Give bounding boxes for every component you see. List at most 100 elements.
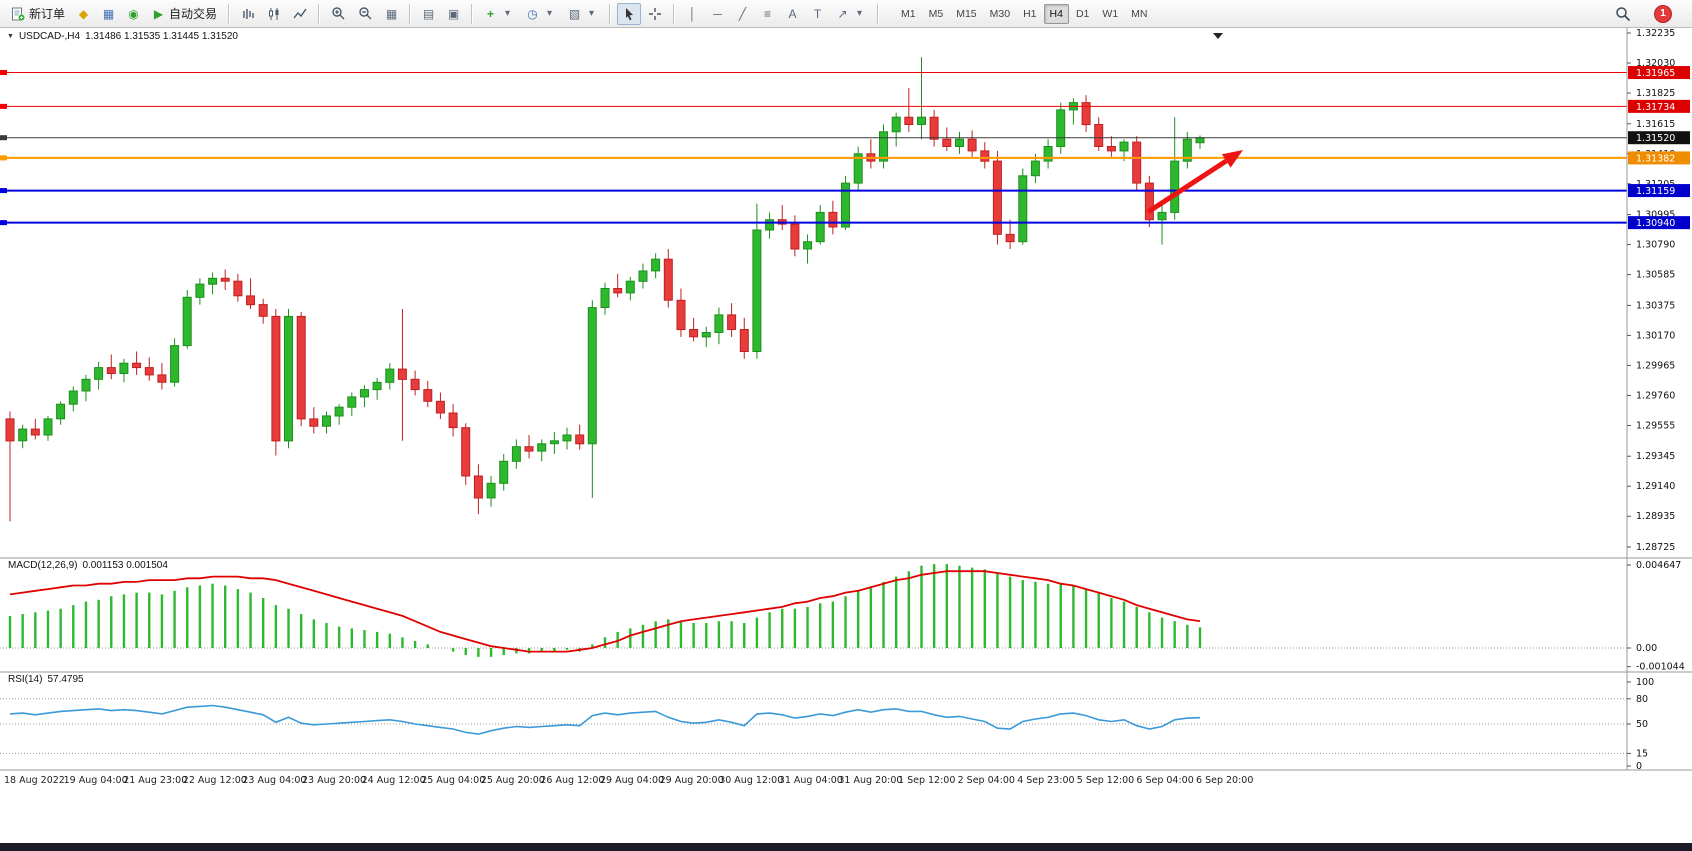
- notification-badge[interactable]: 1: [1654, 4, 1672, 23]
- timeframe-button-d1[interactable]: D1: [1075, 7, 1090, 20]
- timeframe-button-m1[interactable]: M1: [901, 7, 916, 20]
- timeframe-button-h1[interactable]: H1: [1023, 7, 1037, 20]
- line-chart-icon: [293, 8, 307, 18]
- alerts-button[interactable]: ◉: [122, 3, 145, 25]
- svg-text:30 Aug 12:00: 30 Aug 12:00: [719, 775, 783, 786]
- macd-values: 0.001153 0.001504: [82, 560, 168, 571]
- templates-button[interactable]: ▧ ▾: [563, 3, 603, 25]
- svg-text:0: 0: [1636, 761, 1642, 772]
- fibonacci-tool-button[interactable]: ≡: [756, 3, 779, 25]
- indicators-button[interactable]: + ▾: [479, 3, 519, 25]
- timeframe-button-mn[interactable]: MN: [1131, 7, 1148, 20]
- price-scale[interactable]: [1628, 28, 1692, 770]
- cascade-windows-button[interactable]: ▣: [442, 3, 465, 25]
- horizontal-line-icon: ─: [713, 6, 722, 21]
- svg-text:1.31159: 1.31159: [1636, 186, 1675, 197]
- tile-windows-button[interactable]: ▦: [380, 3, 403, 25]
- svg-text:1 Sep 12:00: 1 Sep 12:00: [898, 775, 955, 786]
- toolbar-right-group: 1: [1610, 3, 1686, 25]
- cursor-button[interactable]: [617, 2, 642, 25]
- time-scale[interactable]: [0, 770, 1627, 792]
- svg-text:0.00: 0.00: [1636, 643, 1657, 654]
- new-order-button[interactable]: 新订单: [6, 3, 70, 25]
- svg-text:15: 15: [1636, 748, 1648, 759]
- svg-text:1.30585: 1.30585: [1636, 270, 1675, 281]
- toolbar-separator: [228, 3, 231, 24]
- metaeditor-button[interactable]: ◆: [72, 3, 95, 25]
- bar-chart-button[interactable]: [236, 3, 260, 25]
- search-icon: [1616, 6, 1631, 21]
- dropdown-icon: ▾: [505, 7, 511, 19]
- horizontal-line-tool-button[interactable]: ─: [706, 3, 729, 25]
- candlestick-chart-button[interactable]: [262, 3, 286, 25]
- toolbar-separator: [877, 3, 880, 24]
- timeframe-button-w1[interactable]: W1: [1102, 7, 1119, 20]
- autotrading-button[interactable]: ▶ 自动交易: [147, 3, 222, 25]
- search-button[interactable]: [1610, 3, 1636, 25]
- svg-text:23 Aug 20:00: 23 Aug 20:00: [302, 775, 366, 786]
- label-tool-icon: T: [813, 6, 822, 21]
- svg-text:1.31382: 1.31382: [1636, 153, 1675, 164]
- svg-text:2 Sep 04:00: 2 Sep 04:00: [958, 775, 1015, 786]
- zoom-out-button[interactable]: [353, 3, 378, 25]
- svg-text:1.32235: 1.32235: [1636, 28, 1675, 39]
- trendline-icon: ╱: [738, 6, 747, 21]
- zoom-out-icon: [359, 7, 372, 20]
- svg-text:6 Sep 04:00: 6 Sep 04:00: [1136, 775, 1193, 786]
- svg-text:1.31734: 1.31734: [1636, 102, 1675, 113]
- arrange-windows-button[interactable]: ▤: [417, 3, 440, 25]
- svg-text:50: 50: [1636, 719, 1648, 730]
- one-click-trading-toggle-icon[interactable]: ▼: [7, 33, 14, 40]
- svg-text:29 Aug 04:00: 29 Aug 04:00: [600, 775, 664, 786]
- label-tool-button[interactable]: T: [806, 3, 829, 25]
- vertical-line-tool-button[interactable]: │: [681, 3, 704, 25]
- fibonacci-icon: ≡: [764, 6, 772, 21]
- svg-text:29 Aug 20:00: 29 Aug 20:00: [660, 775, 724, 786]
- svg-text:18 Aug 2022: 18 Aug 2022: [4, 775, 65, 786]
- profiles-button[interactable]: ▦: [97, 3, 120, 25]
- timeframe-button-h4[interactable]: H4: [1043, 3, 1069, 24]
- macd-name: MACD(12,26,9): [8, 560, 78, 571]
- svg-text:5 Sep 12:00: 5 Sep 12:00: [1077, 775, 1134, 786]
- svg-text:6 Sep 20:00: 6 Sep 20:00: [1196, 775, 1253, 786]
- arrows-tool-button[interactable]: ↗ ▾: [831, 3, 871, 25]
- chart-canvas[interactable]: 1.322351.320301.318251.316151.314101.312…: [0, 28, 1692, 851]
- chart-title: ▼ USDCAD-,H4 1.31486 1.31535 1.31445 1.3…: [7, 31, 238, 42]
- svg-text:1.30995: 1.30995: [1636, 210, 1675, 221]
- timeframe-button-m30[interactable]: M30: [989, 7, 1011, 20]
- zoom-in-button[interactable]: [326, 3, 351, 25]
- svg-text:1.29760: 1.29760: [1636, 390, 1675, 401]
- svg-text:1.32030: 1.32030: [1636, 58, 1675, 69]
- toolbar-separator: [609, 3, 612, 24]
- svg-text:1.30375: 1.30375: [1636, 300, 1675, 311]
- macd-indicator-label: MACD(12,26,9) 0.001153 0.001504: [8, 560, 168, 571]
- line-chart-button[interactable]: [288, 3, 312, 25]
- text-tool-button[interactable]: A: [781, 3, 804, 25]
- crosshair-button[interactable]: [643, 3, 667, 25]
- trendline-tool-button[interactable]: ╱: [731, 3, 754, 25]
- svg-text:25 Aug 04:00: 25 Aug 04:00: [421, 775, 485, 786]
- svg-text:-0.001044: -0.001044: [1636, 662, 1685, 673]
- svg-text:23 Aug 04:00: 23 Aug 04:00: [242, 775, 306, 786]
- svg-text:1.28935: 1.28935: [1636, 511, 1675, 522]
- chart-ohlc-readout: 1.31486 1.31535 1.31445 1.31520: [85, 31, 238, 42]
- svg-text:22 Aug 12:00: 22 Aug 12:00: [183, 775, 247, 786]
- cascade-windows-icon: ▣: [447, 6, 460, 21]
- autotrading-play-icon: ▶: [153, 6, 164, 21]
- svg-text:1.29140: 1.29140: [1636, 481, 1675, 492]
- cursor-icon: [626, 7, 634, 20]
- new-order-label: 新订单: [29, 7, 66, 21]
- svg-text:1.29345: 1.29345: [1636, 451, 1675, 462]
- timeframe-button-m5[interactable]: M5: [928, 7, 944, 20]
- periods-button[interactable]: ◷ ▾: [521, 3, 561, 25]
- svg-text:31 Aug 04:00: 31 Aug 04:00: [779, 775, 843, 786]
- timeframe-button-m15[interactable]: M15: [956, 7, 977, 20]
- svg-text:21 Aug 23:00: 21 Aug 23:00: [123, 775, 187, 786]
- svg-text:1.29555: 1.29555: [1636, 420, 1675, 431]
- arrows-tool-icon: ↗: [837, 6, 848, 21]
- toolbar-separator: [409, 3, 412, 24]
- clock-icon: ◷: [527, 6, 538, 21]
- toolbar-separator: [673, 3, 676, 24]
- svg-text:25 Aug 20:00: 25 Aug 20:00: [481, 775, 545, 786]
